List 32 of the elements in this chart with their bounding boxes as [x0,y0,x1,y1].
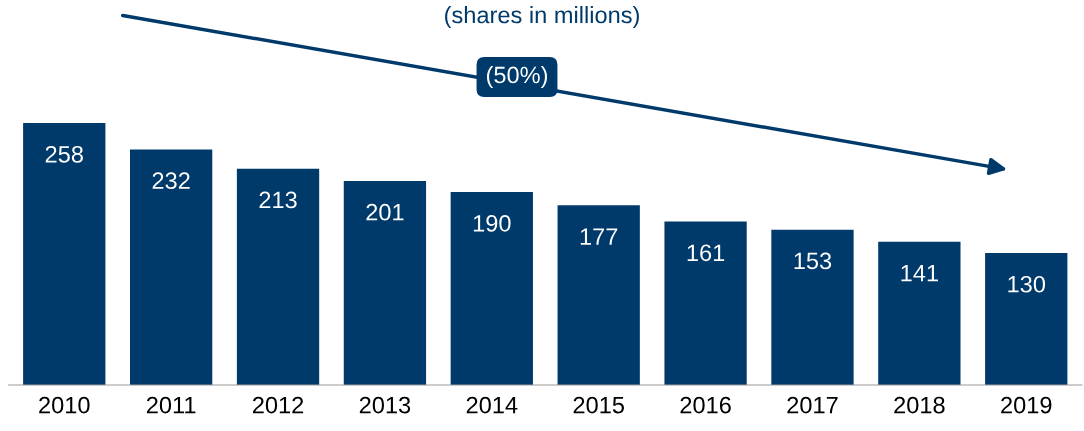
data-label: 213 [259,191,297,209]
data-label: 190 [473,214,511,232]
data-label: 177 [580,228,618,245]
bar [985,253,1068,385]
bar [450,192,533,385]
bar [664,221,747,385]
x-tick-label: 2018 [894,396,945,414]
x-tick-label: 2016 [680,396,731,414]
data-label: 201 [366,203,404,221]
data-label: 232 [152,172,190,190]
bar [878,241,961,385]
x-tick-label: 2012 [252,396,304,414]
bar [343,180,427,385]
chart-title: (shares in millions) [445,6,639,28]
x-tick-label: 2015 [573,396,624,414]
data-label: 141 [901,264,938,282]
data-label: 130 [1008,275,1046,293]
data-label: 258 [45,145,83,163]
bar [557,205,640,385]
x-tick-label: 2019 [1001,396,1052,414]
bar [771,229,854,385]
x-tick-label: 2017 [787,396,838,414]
bar [236,168,320,385]
x-tick-label: 2010 [39,396,90,414]
x-tick-label: 2011 [146,396,196,414]
x-tick-label: 2014 [466,396,518,414]
text: (50%) [486,66,548,88]
x-tick-label: 2013 [359,396,411,414]
data-label: 161 [687,244,725,262]
data-label: 153 [794,252,832,270]
bar [23,123,106,385]
bar [129,149,213,385]
